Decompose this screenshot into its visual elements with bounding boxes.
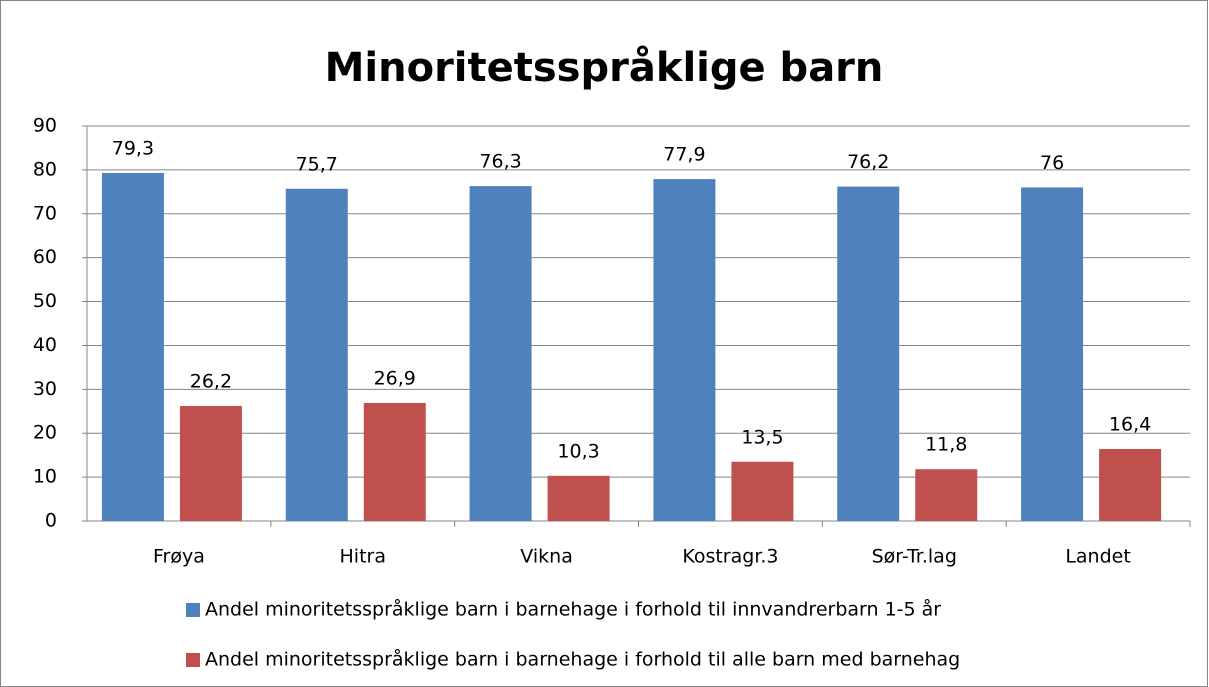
- y-tick-label: 30: [33, 378, 57, 400]
- bar: [731, 461, 794, 521]
- data-label: 75,7: [296, 153, 338, 175]
- data-label: 76,2: [847, 151, 889, 173]
- data-label: 26,9: [374, 367, 416, 389]
- y-tick-label: 10: [33, 466, 57, 488]
- y-tick-label: 60: [33, 246, 57, 268]
- bar: [837, 186, 900, 522]
- bar: [547, 475, 610, 521]
- y-tick-label: 90: [33, 115, 57, 137]
- bar: [915, 469, 978, 521]
- legend-label: Andel minoritetsspråklige barn i barneha…: [205, 598, 941, 621]
- bar: [469, 186, 532, 521]
- x-tick-label: Kostragr.3: [682, 546, 778, 568]
- data-label: 77,9: [663, 144, 705, 166]
- bar: [179, 406, 242, 521]
- y-tick-label: 50: [33, 290, 57, 312]
- data-label: 13,5: [741, 426, 783, 448]
- y-tick-label: 0: [45, 510, 57, 532]
- data-label: 26,2: [190, 371, 232, 393]
- x-tick-label: Landet: [1065, 546, 1130, 568]
- x-tick-label: Vikna: [520, 546, 573, 568]
- bar: [1099, 449, 1162, 521]
- legend-swatch: [186, 653, 200, 667]
- x-tick-label: Frøya: [153, 546, 205, 568]
- bar: [653, 179, 716, 521]
- data-label: 11,8: [925, 434, 967, 456]
- y-tick-label: 40: [33, 334, 57, 356]
- y-tick-label: 70: [33, 202, 57, 224]
- y-tick-label: 80: [33, 158, 57, 180]
- data-label: 76: [1040, 152, 1064, 174]
- bar: [101, 172, 164, 521]
- data-label: 79,3: [112, 137, 154, 159]
- chart-title: Minoritetsspråklige barn: [325, 44, 884, 91]
- bar: [1021, 187, 1084, 521]
- legend-label: Andel minoritetsspråklige barn i barneha…: [205, 648, 960, 671]
- data-label: 76,3: [479, 151, 521, 173]
- bar: [285, 188, 348, 521]
- data-label: 16,4: [1109, 414, 1151, 436]
- data-label: 10,3: [557, 440, 599, 462]
- y-tick-label: 20: [33, 422, 57, 444]
- x-tick-label: Sør-Tr.lag: [872, 546, 957, 568]
- bar: [363, 402, 426, 521]
- legend-swatch: [186, 603, 200, 617]
- x-tick-label: Hitra: [340, 546, 386, 568]
